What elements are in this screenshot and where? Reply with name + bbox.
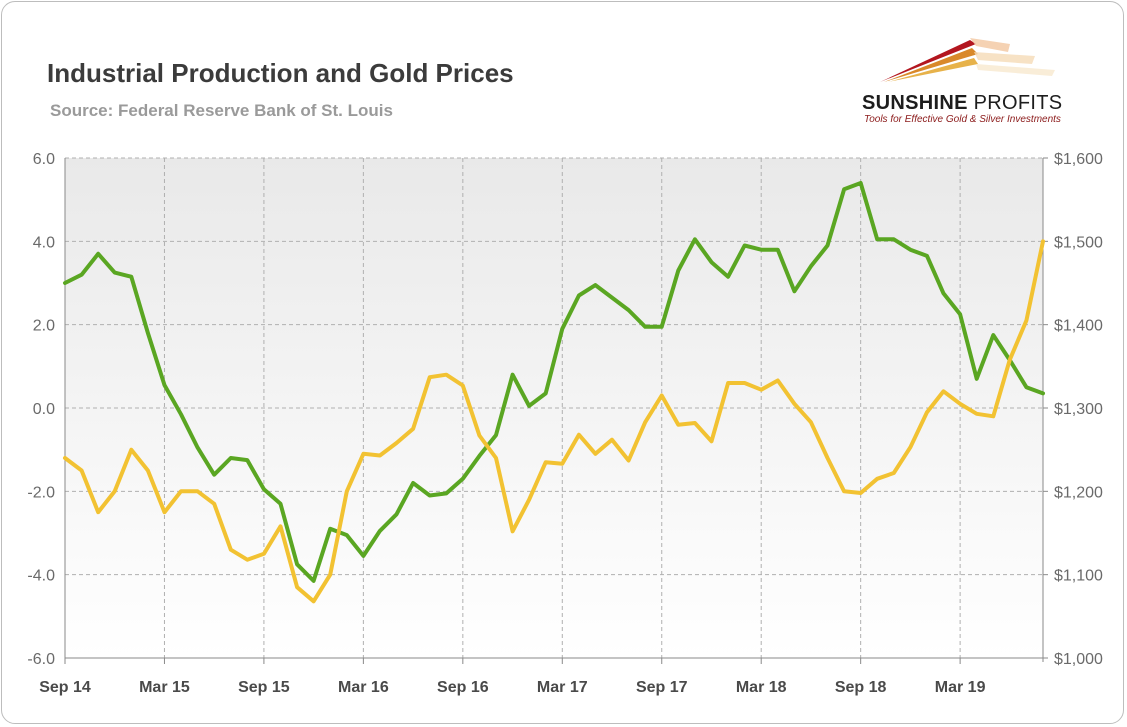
series-lines: [63, 181, 1045, 604]
left-axis-tick-label: 0.0: [33, 401, 55, 418]
left-axis-tick-label: -6.0: [27, 651, 55, 668]
plot-area: [65, 158, 1043, 658]
left-axis-ticks: -6.0 -4.0 -2.0 0.0 2.0 4.0 6.0: [27, 151, 55, 668]
chart-source: Source: Federal Reserve Bank of St. Loui…: [50, 101, 393, 120]
left-axis-tick-label: 2.0: [33, 318, 55, 335]
gold-price-line: [63, 239, 1045, 604]
grid-lines: [64, 157, 1043, 659]
right-axis-tick-label: $1,500: [1054, 234, 1103, 251]
logo-name-regular: PROFITS: [967, 92, 1063, 114]
chart-title: Industrial Production and Gold Prices: [47, 58, 514, 88]
x-axis-tick-label: Sep 14: [39, 679, 91, 696]
right-axis-tick-label: $1,300: [1054, 401, 1103, 418]
x-axis-tick-label: Sep 15: [238, 679, 290, 696]
x-axis-tick-label: Mar 17: [537, 679, 588, 696]
logo-tagline: Tools for Effective Gold & Silver Invest…: [864, 114, 1061, 125]
sunshine-profits-logo: SUNSHINE PROFITS Tools for Effective Gol…: [860, 30, 1075, 130]
logo-name-bold: SUNSHINE: [862, 92, 968, 114]
x-axis-tick-label: Mar 15: [139, 679, 190, 696]
industrial-production-line: [63, 181, 1045, 583]
left-axis-tick-label: -4.0: [27, 568, 55, 585]
x-axis-tick-label: Sep 16: [437, 679, 489, 696]
left-axis-tick-label: 6.0: [33, 151, 55, 168]
right-axis-tick-label: $1,200: [1054, 484, 1103, 501]
left-axis-tick-label: 4.0: [33, 234, 55, 251]
x-axis-tick-label: Sep 17: [636, 679, 688, 696]
x-axis-tick-label: Mar 18: [736, 679, 787, 696]
right-axis-tick-label: $1,600: [1054, 151, 1103, 168]
right-axis-tick-label: $1,000: [1054, 651, 1103, 668]
sunburst-logo-icon: [880, 38, 1055, 82]
right-axis-tick-label: $1,100: [1054, 568, 1103, 585]
x-axis-tick-label: Sep 18: [835, 679, 887, 696]
right-axis-tick-label: $1,400: [1054, 318, 1103, 335]
x-axis-ticks: Sep 14 Mar 15 Sep 15 Mar 16 Sep 16 Mar 17 Sep …: [39, 658, 986, 696]
x-axis-tick-label: Mar 19: [935, 679, 986, 696]
x-axis-tick-label: Mar 16: [338, 679, 389, 696]
logo-wordmark: SUNSHINE PROFITS: [862, 92, 1062, 115]
left-axis-tick-label: -2.0: [27, 484, 55, 501]
right-axis-ticks: $1,000 $1,100 $1,200 $1,300 $1,400 $1,500 $1,6…: [1043, 151, 1103, 668]
